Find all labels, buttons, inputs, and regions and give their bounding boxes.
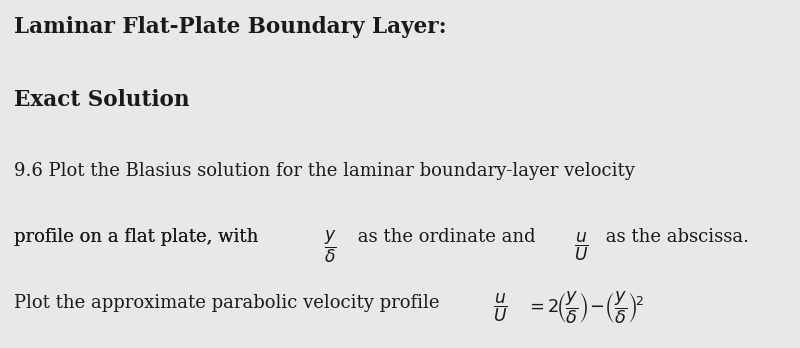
Text: $=2\!\left(\dfrac{y}{\delta}\right)\!-\!\left(\dfrac{y}{\delta}\right)^{\!2}$: $=2\!\left(\dfrac{y}{\delta}\right)\!-\!… [526,290,645,326]
Text: profile on a flat plate, with: profile on a flat plate, with [14,228,265,246]
Text: $\dfrac{y}{\delta}$: $\dfrac{y}{\delta}$ [324,229,337,265]
Text: profile on a flat plate, with: profile on a flat plate, with [14,228,265,246]
Text: as the abscissa.: as the abscissa. [600,228,749,246]
Text: $\dfrac{u}{U}$: $\dfrac{u}{U}$ [574,231,588,263]
Text: $\dfrac{u}{U}$: $\dfrac{u}{U}$ [493,292,507,324]
Text: Laminar Flat-Plate Boundary Layer:: Laminar Flat-Plate Boundary Layer: [14,16,447,38]
Text: Exact Solution: Exact Solution [14,89,190,111]
Text: 9.6 Plot the Blasius solution for the laminar boundary-layer velocity: 9.6 Plot the Blasius solution for the la… [14,162,635,180]
Text: as the ordinate and: as the ordinate and [352,228,542,246]
Text: Plot the approximate parabolic velocity profile: Plot the approximate parabolic velocity … [14,294,446,312]
